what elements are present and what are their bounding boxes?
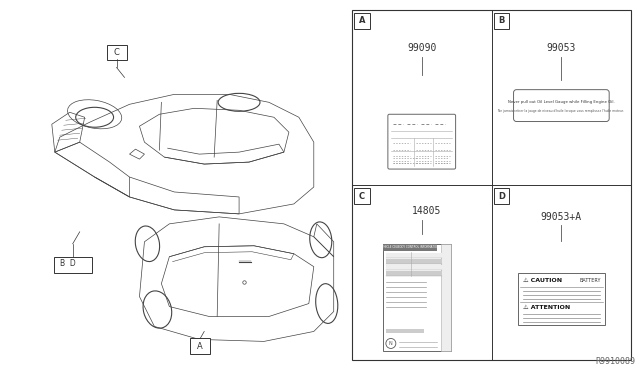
- Text: A: A: [197, 342, 203, 351]
- FancyBboxPatch shape: [190, 339, 210, 355]
- Text: 99053: 99053: [547, 44, 576, 54]
- Text: VEHICLE ON-BODY CONTROL INFORMATION: VEHICLE ON-BODY CONTROL INFORMATION: [381, 245, 440, 249]
- Text: B: B: [499, 16, 505, 25]
- Bar: [383, 244, 451, 352]
- Bar: [441, 244, 451, 352]
- FancyBboxPatch shape: [493, 13, 509, 29]
- Bar: [386, 265, 442, 270]
- Text: ⚠ ATTENTION: ⚠ ATTENTION: [522, 305, 570, 310]
- Text: A: A: [358, 16, 365, 25]
- Bar: [386, 253, 442, 258]
- Text: 99090: 99090: [407, 44, 436, 54]
- Text: N: N: [389, 341, 393, 346]
- Text: Ne jamais retirer la jauge de niveau d'huile lorsque vous remplissez l'huile mot: Ne jamais retirer la jauge de niveau d'h…: [499, 109, 624, 113]
- FancyBboxPatch shape: [388, 114, 456, 169]
- Text: C: C: [114, 48, 120, 57]
- Text: BATTERY: BATTERY: [580, 278, 601, 283]
- Bar: [383, 244, 437, 251]
- FancyBboxPatch shape: [354, 188, 370, 204]
- FancyBboxPatch shape: [107, 45, 127, 61]
- Text: 99053+A: 99053+A: [541, 212, 582, 222]
- Bar: [352, 10, 631, 360]
- FancyBboxPatch shape: [493, 188, 509, 204]
- Bar: [518, 273, 605, 325]
- Bar: [386, 328, 424, 333]
- FancyBboxPatch shape: [513, 90, 609, 122]
- Text: B  D: B D: [60, 259, 76, 268]
- Text: Never pull out Oil Level Gauge while Filling Engine Oil.: Never pull out Oil Level Gauge while Fil…: [508, 100, 615, 104]
- Bar: [386, 259, 442, 264]
- Text: ⚠ CAUTION: ⚠ CAUTION: [522, 278, 562, 283]
- FancyBboxPatch shape: [354, 13, 370, 29]
- FancyBboxPatch shape: [54, 257, 92, 273]
- Text: R9910089: R9910089: [596, 357, 636, 366]
- Text: C: C: [359, 192, 365, 201]
- Text: 14805: 14805: [412, 206, 442, 217]
- Bar: [386, 271, 442, 276]
- Text: D: D: [498, 192, 505, 201]
